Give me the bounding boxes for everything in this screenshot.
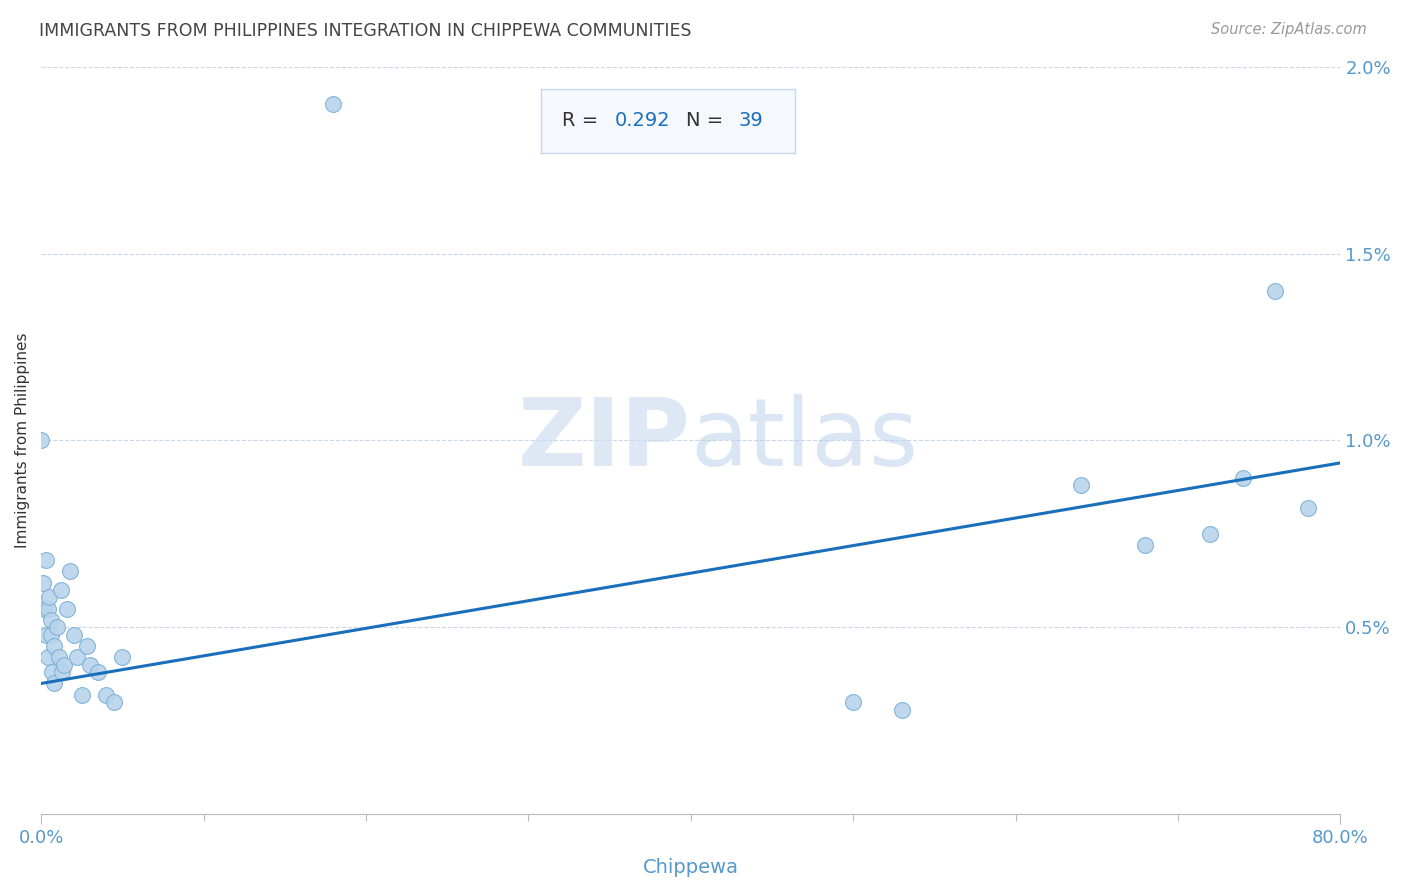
Point [111, 650, 134, 665]
X-axis label: Chippewa: Chippewa [643, 858, 738, 877]
Point [87, 665, 110, 680]
Point [1135, 538, 1157, 552]
Text: Source: ZipAtlas.com: Source: ZipAtlas.com [1211, 22, 1367, 37]
Point [842, 695, 865, 709]
Point [56, 601, 79, 615]
Point [52, 657, 75, 672]
Point [37, 650, 59, 665]
Point [39, 613, 62, 627]
Point [37, 601, 59, 615]
Y-axis label: Immigrants from Philippines: Immigrants from Philippines [15, 333, 30, 549]
Point [46, 620, 69, 634]
Point [322, 97, 344, 112]
Text: atlas: atlas [690, 394, 920, 486]
Point [48, 650, 70, 665]
Point [42, 639, 65, 653]
Point [1296, 500, 1319, 515]
Point [39, 628, 62, 642]
Point [30, 434, 52, 448]
Point [31, 575, 53, 590]
Point [59, 564, 82, 578]
Point [49, 582, 72, 597]
Point [94, 688, 117, 702]
Point [79, 657, 101, 672]
Point [76, 639, 98, 653]
Point [1199, 527, 1222, 541]
Point [70, 688, 93, 702]
Point [38, 591, 60, 605]
Text: ZIP: ZIP [517, 394, 690, 486]
Point [1070, 478, 1092, 492]
Point [1232, 471, 1254, 485]
Point [35, 628, 58, 642]
Point [41, 665, 63, 680]
Point [66, 650, 89, 665]
Point [62, 628, 84, 642]
Point [34, 601, 56, 615]
Point [35, 553, 58, 567]
Point [42, 676, 65, 690]
Point [1264, 284, 1286, 298]
Text: IMMIGRANTS FROM PHILIPPINES INTEGRATION IN CHIPPEWA COMMUNITIES: IMMIGRANTS FROM PHILIPPINES INTEGRATION … [39, 22, 692, 40]
Point [103, 695, 125, 709]
Point [890, 703, 912, 717]
Point [51, 665, 73, 680]
